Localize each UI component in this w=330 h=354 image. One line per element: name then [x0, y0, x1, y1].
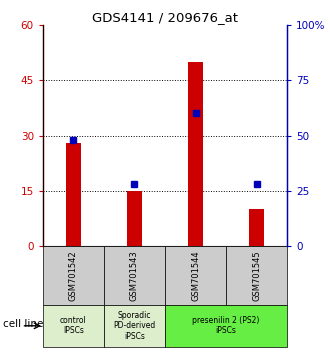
Text: GSM701543: GSM701543: [130, 250, 139, 301]
Bar: [188, 62, 203, 246]
Bar: [104, 305, 165, 347]
Bar: [66, 143, 81, 246]
Text: GSM701545: GSM701545: [252, 250, 261, 301]
Bar: [127, 191, 142, 246]
Text: presenilin 2 (PS2)
iPSCs: presenilin 2 (PS2) iPSCs: [192, 316, 260, 336]
Bar: [226, 246, 287, 305]
Bar: [104, 246, 165, 305]
Bar: [43, 246, 104, 305]
Bar: [43, 305, 104, 347]
Text: GSM701542: GSM701542: [69, 250, 78, 301]
Bar: [165, 246, 226, 305]
Text: GSM701544: GSM701544: [191, 250, 200, 301]
Title: GDS4141 / 209676_at: GDS4141 / 209676_at: [92, 11, 238, 24]
Bar: [249, 209, 264, 246]
Text: Sporadic
PD-derived
iPSCs: Sporadic PD-derived iPSCs: [113, 311, 156, 341]
Text: control
IPSCs: control IPSCs: [60, 316, 87, 336]
Bar: [165, 305, 287, 347]
Text: cell line: cell line: [3, 319, 44, 329]
